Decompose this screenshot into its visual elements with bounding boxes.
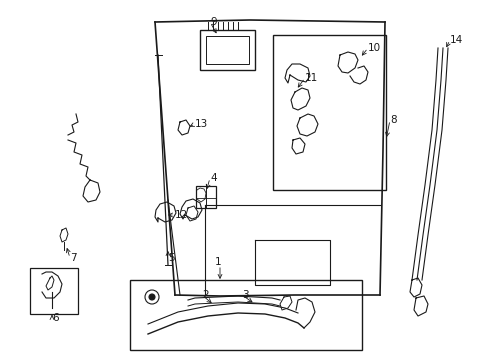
Bar — [200, 30, 254, 70]
Text: 5: 5 — [168, 253, 174, 263]
Text: 12: 12 — [175, 210, 188, 220]
Bar — [272, 35, 385, 190]
Text: 10: 10 — [367, 43, 380, 53]
Text: 7: 7 — [70, 253, 77, 263]
Text: 6: 6 — [52, 313, 59, 323]
Text: 4: 4 — [209, 173, 216, 183]
Bar — [30, 268, 78, 314]
Text: 3: 3 — [242, 290, 248, 300]
Bar — [205, 36, 248, 64]
Text: 9: 9 — [209, 17, 216, 27]
Text: 11: 11 — [305, 73, 318, 83]
Text: 1: 1 — [214, 257, 221, 267]
Circle shape — [149, 294, 155, 300]
Text: 14: 14 — [449, 35, 462, 45]
Text: 8: 8 — [389, 115, 396, 125]
Bar — [130, 280, 361, 350]
Text: 13: 13 — [195, 119, 208, 129]
Bar — [196, 186, 216, 208]
Text: 2: 2 — [202, 290, 208, 300]
